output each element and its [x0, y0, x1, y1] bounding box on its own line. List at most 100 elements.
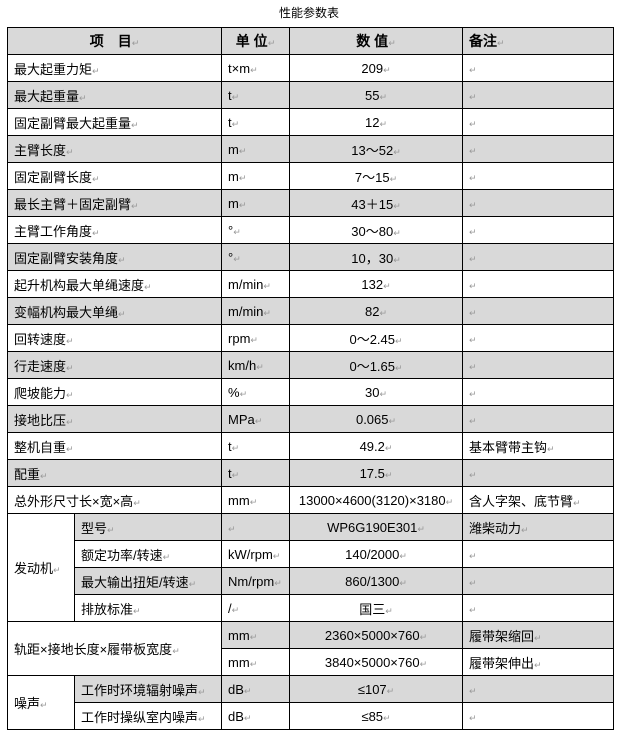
- note-cell: [462, 594, 615, 622]
- table-row: 最大输出扭矩/转速Nm/rpm860/1300: [8, 567, 615, 595]
- note-cell: [462, 567, 615, 595]
- note-cell: [462, 675, 615, 703]
- unit-cell: t: [221, 81, 291, 109]
- value-cell: 30: [289, 378, 464, 406]
- item-cell: 主臂工作角度: [6, 216, 223, 244]
- value-cell: 10，30: [289, 243, 464, 271]
- note-cell: [462, 108, 615, 136]
- item-cell: 工作时环境辐射噪声: [73, 675, 223, 703]
- unit-cell: %: [221, 378, 291, 406]
- table-row: 起升机构最大单绳速度m/min132: [6, 270, 615, 298]
- header-row: 项 目 单 位 数 值 备注: [6, 27, 615, 55]
- unit-cell: MPa: [221, 405, 291, 433]
- note-cell: [462, 216, 615, 244]
- note-cell: [462, 189, 615, 217]
- note-cell: 履带架伸出: [462, 648, 615, 676]
- value-cell: 12: [289, 108, 464, 136]
- table-row: 变幅机构最大单绳m/min82: [6, 297, 615, 325]
- note-cell: [462, 54, 615, 82]
- item-cell: 爬坡能力: [6, 378, 223, 406]
- item-cell: 配重: [6, 459, 223, 487]
- header-item: 项 目: [6, 27, 223, 55]
- unit-cell: t×m: [221, 54, 291, 82]
- engine-group-label: 发动机: [7, 513, 75, 622]
- unit-cell: km/h: [221, 351, 291, 379]
- header-value: 数 值: [289, 27, 464, 55]
- item-cell: 工作时操纵室内噪声: [73, 702, 223, 730]
- table-row: 噪声工作时环境辐射噪声dB≤107: [7, 675, 615, 730]
- table-row: 整机自重t49.2基本臂带主钩: [6, 432, 615, 460]
- item-cell: 最长主臂＋固定副臂: [6, 189, 223, 217]
- value-cell: 82: [289, 297, 464, 325]
- page-title: 性能参数表: [278, 6, 339, 20]
- note-cell: [462, 270, 615, 298]
- value-cell: 7～15: [289, 162, 464, 190]
- unit-cell: m/min: [221, 270, 291, 298]
- unit-cell: rpm: [221, 324, 291, 352]
- value-cell: 55: [289, 81, 464, 109]
- unit-cell: mm: [221, 648, 291, 676]
- table-row: mm3840×5000×760履带架伸出: [8, 648, 615, 676]
- unit-cell: °: [221, 216, 291, 244]
- value-cell: 0～1.65: [289, 351, 464, 379]
- value-cell: 860/1300: [289, 567, 464, 595]
- table-row: 回转速度rpm0～2.45: [6, 324, 615, 352]
- unit-cell: dB: [221, 702, 291, 730]
- item-cell: 固定副臂最大起重量: [6, 108, 223, 136]
- item-cell: 最大起重力矩: [6, 54, 223, 82]
- value-cell: ≤107: [289, 675, 464, 703]
- value-cell: 17.5: [289, 459, 464, 487]
- item-cell: 固定副臂安装角度: [6, 243, 223, 271]
- unit-cell: mm: [221, 621, 291, 649]
- table-row: 固定副臂安装角度°10，30: [6, 243, 615, 271]
- note-cell: [462, 459, 615, 487]
- value-cell: 209: [289, 54, 464, 82]
- unit-cell: t: [221, 459, 291, 487]
- unit-cell: dB: [221, 675, 291, 703]
- table-row: 最大起重量t55: [6, 81, 615, 109]
- spec-table: 项 目 单 位 数 值 备注 最大起重力矩t×m209最大起重量t55固定副臂最…: [6, 27, 615, 730]
- table-row: 主臂长度m13～52: [6, 135, 615, 163]
- table-row: 轨距×接地长度×履带板宽度mm2360×5000×760履带架缩回: [6, 621, 615, 676]
- unit-cell: kW/rpm: [221, 540, 291, 568]
- table-row: 工作时操纵室内噪声dB≤85: [8, 702, 615, 730]
- item-cell: 最大输出扭矩/转速: [73, 567, 223, 595]
- unit-cell: [221, 513, 291, 541]
- note-cell: 含人字架、底节臂: [462, 486, 615, 514]
- item-cell: 回转速度: [6, 324, 223, 352]
- unit-cell: m: [221, 189, 291, 217]
- note-cell: 基本臂带主钩: [462, 432, 615, 460]
- note-cell: [462, 702, 615, 730]
- unit-cell: m/min: [221, 297, 291, 325]
- item-cell: 起升机构最大单绳速度: [6, 270, 223, 298]
- item-cell: 总外形尺寸长×宽×高: [6, 486, 223, 514]
- value-cell: 2360×5000×760: [289, 621, 464, 649]
- item-cell: 接地比压: [6, 405, 223, 433]
- table-row: 主臂工作角度°30～80: [6, 216, 615, 244]
- table-row: 接地比压MPa0.065: [6, 405, 615, 433]
- note-cell: [462, 81, 615, 109]
- unit-cell: t: [221, 108, 291, 136]
- item-cell: 型号: [73, 513, 223, 541]
- table-row: 发动机型号 WP6G190E301潍柴动力: [7, 513, 615, 622]
- item-cell: 排放标准: [73, 594, 223, 622]
- unit-cell: mm: [221, 486, 291, 514]
- table-row: 配重t17.5: [6, 459, 615, 487]
- item-cell: 固定副臂长度: [6, 162, 223, 190]
- table-row: 行走速度km/h0～1.65: [6, 351, 615, 379]
- value-cell: WP6G190E301: [289, 513, 464, 541]
- value-cell: 43＋15: [289, 189, 464, 217]
- value-cell: 132: [289, 270, 464, 298]
- table-row: 排放标准/国三: [8, 594, 615, 622]
- note-cell: [462, 162, 615, 190]
- table-row: 爬坡能力%30: [6, 378, 615, 406]
- item-cell: 主臂长度: [6, 135, 223, 163]
- value-cell: 3840×5000×760: [289, 648, 464, 676]
- value-cell: 49.2: [289, 432, 464, 460]
- note-cell: 履带架缩回: [462, 621, 615, 649]
- table-row: 总外形尺寸长×宽×高mm13000×4600(3120)×3180含人字架、底节…: [6, 486, 615, 514]
- note-cell: [462, 540, 615, 568]
- value-cell: 13～52: [289, 135, 464, 163]
- value-cell: 国三: [289, 594, 464, 622]
- note-cell: [462, 243, 615, 271]
